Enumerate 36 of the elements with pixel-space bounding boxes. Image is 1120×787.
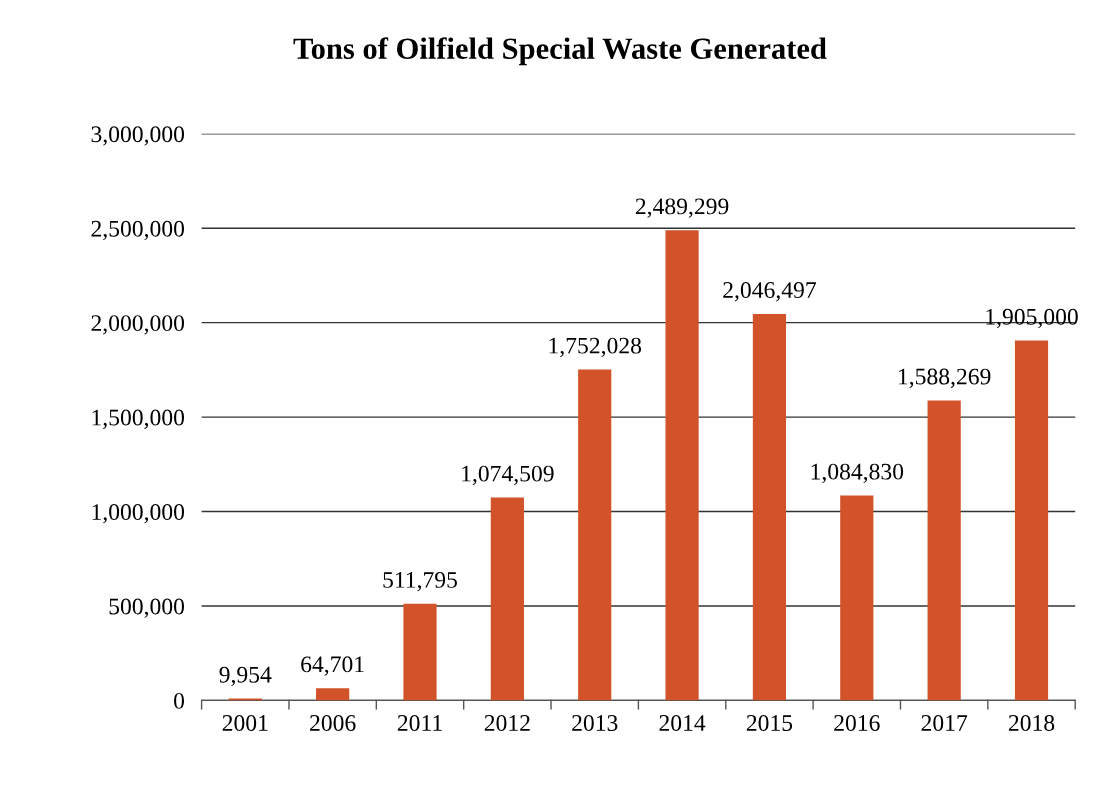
y-tick-label: 3,000,000 [91,126,185,146]
data-label: 2,046,497 [723,282,816,302]
bar [840,495,874,701]
y-tick-label: 2,500,000 [91,220,185,241]
bar [927,400,961,701]
y-tick-label: 1,000,000 [92,504,185,524]
x-tick-label: 2011 [397,715,442,731]
bar [316,688,350,701]
data-label: 64,701 [301,656,364,676]
bar [1014,340,1049,701]
bar [403,603,437,701]
data-label: 1,588,269 [899,368,991,388]
bar [578,369,612,701]
data-label: 2,489,299 [635,198,729,218]
x-tick-label: 2014 [659,715,706,731]
x-tick-label: 2017 [921,715,968,731]
x-tick-label: 2015 [746,715,793,731]
x-tick-label: 2006 [310,715,356,731]
bar [665,230,699,701]
data-label: 511,795 [383,571,457,592]
data-label: 1,752,028 [549,337,642,357]
y-tick-label: 1,500,000 [92,409,185,429]
x-tick-label: 2013 [572,715,618,731]
y-tick-label: 2,000,000 [91,315,185,335]
y-tick-label: 0 [174,692,185,709]
y-tick-label: 500,000 [109,598,185,618]
data-label: 9,954 [219,666,272,687]
data-label: 1,084,830 [811,463,904,484]
bar [490,497,524,701]
x-tick-label: 2012 [484,715,530,731]
bar [752,313,787,701]
x-tick-label: 2018 [1008,715,1055,731]
chart-title: Tons of Oilfield Special Waste Generated [293,37,827,66]
x-tick-label: 2001 [222,715,268,731]
data-label: 1,074,509 [462,465,554,485]
x-tick-label: 2016 [834,715,880,731]
